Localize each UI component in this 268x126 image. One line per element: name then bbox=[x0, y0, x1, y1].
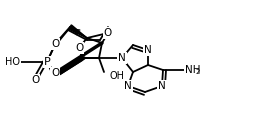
Text: OH: OH bbox=[109, 71, 124, 81]
Text: O: O bbox=[51, 68, 59, 78]
Text: N: N bbox=[118, 53, 126, 63]
Text: O: O bbox=[104, 28, 112, 38]
Text: N: N bbox=[144, 45, 152, 55]
Text: NH: NH bbox=[185, 65, 200, 75]
Text: 2: 2 bbox=[196, 69, 200, 74]
Text: O: O bbox=[75, 43, 83, 53]
Text: P: P bbox=[44, 57, 50, 67]
Polygon shape bbox=[69, 25, 87, 38]
Text: HO: HO bbox=[5, 57, 20, 67]
Text: O: O bbox=[31, 75, 39, 85]
Text: O: O bbox=[51, 39, 59, 49]
Text: N: N bbox=[124, 81, 132, 91]
Text: N: N bbox=[158, 81, 166, 91]
